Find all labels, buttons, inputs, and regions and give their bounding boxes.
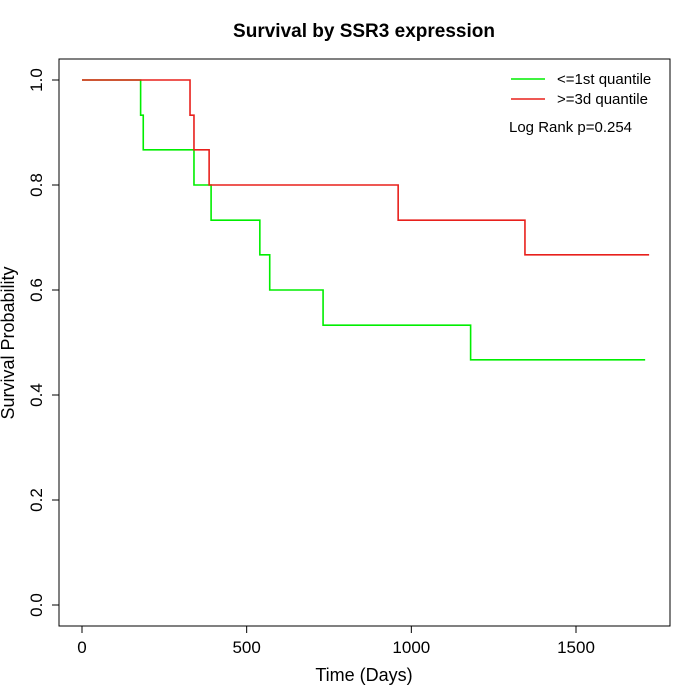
plot-area-frame bbox=[58, 58, 671, 627]
y-axis-label: Survival Probability bbox=[0, 266, 18, 419]
y-ticks: 0.0 0.2 0.4 0.6 0.8 1.0 bbox=[27, 68, 59, 617]
survival-curve-series-1 bbox=[82, 79, 646, 361]
chart-title: Survival by SSR3 expression bbox=[233, 21, 495, 42]
x-tick-label: 0 bbox=[77, 638, 86, 657]
y-tick-label: 0.0 bbox=[27, 593, 46, 617]
x-tick-label: 1500 bbox=[557, 638, 595, 657]
legend-label-series-2: >=3d quantile bbox=[557, 91, 648, 108]
y-tick-label: 0.4 bbox=[27, 383, 46, 407]
x-ticks: 0 500 1000 1500 bbox=[77, 626, 595, 657]
y-tick-label: 0.6 bbox=[27, 278, 46, 302]
legend: <=1st quantile >=3d quantile bbox=[511, 71, 651, 108]
y-tick-label: 1.0 bbox=[27, 68, 46, 92]
y-tick-label: 0.8 bbox=[27, 173, 46, 197]
series-lines bbox=[82, 79, 650, 361]
y-tick-label: 0.2 bbox=[27, 488, 46, 512]
log-rank-annotation: Log Rank p=0.254 bbox=[509, 119, 632, 136]
x-tick-label: 500 bbox=[232, 638, 260, 657]
x-axis-label: Time (Days) bbox=[315, 665, 412, 685]
legend-label-series-1: <=1st quantile bbox=[557, 71, 651, 88]
x-tick-label: 1000 bbox=[392, 638, 430, 657]
survival-curve-series-2 bbox=[82, 79, 650, 256]
